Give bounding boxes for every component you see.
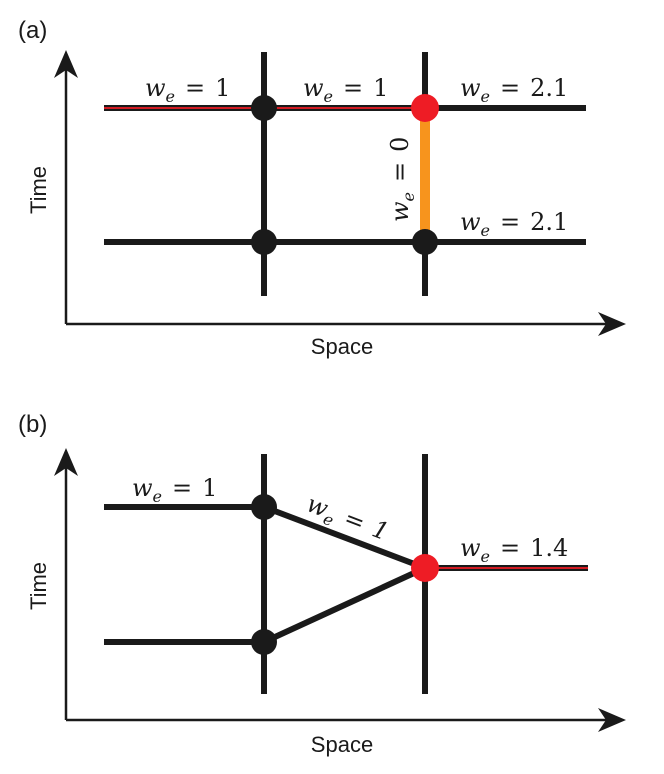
node-top-left-b xyxy=(251,494,277,520)
panel-label-b: (b) xyxy=(18,411,47,438)
y-axis-label-b: Time xyxy=(26,562,51,610)
node-bottom-right-a xyxy=(412,229,438,255)
edge-label-top-left-b: we = 1 xyxy=(132,474,217,506)
panel-a: (a) Time Space we = 1 we = 1 we = 2.1 xyxy=(18,17,626,359)
node-merge-highlight-b xyxy=(411,554,439,582)
edge-label-top-middle-a: we = 1 xyxy=(303,74,388,106)
x-axis-label-a: Space xyxy=(311,334,373,359)
x-axis-label-b: Space xyxy=(311,732,373,757)
node-bottom-left-b xyxy=(251,629,277,655)
node-top-right-highlight-a xyxy=(411,94,439,122)
x-axis-arrowhead-b xyxy=(598,708,626,732)
edge-label-zero-weight-a: we=0 xyxy=(386,137,418,222)
edge-label-top-left-a: we = 1 xyxy=(145,74,230,106)
y-axis-arrowhead-b xyxy=(54,448,78,476)
panel-label-a: (a) xyxy=(18,17,47,44)
y-axis-label-a: Time xyxy=(26,166,51,214)
panel-b: (b) Time Space we = 1 we =1 we = 1.4 xyxy=(18,411,626,757)
diagonal-edge-upper-b xyxy=(262,504,427,571)
edge-label-output-b: we = 1.4 xyxy=(460,534,568,566)
edge-label-bottom-right-a: we = 2.1 xyxy=(460,208,568,240)
node-bottom-left-a xyxy=(251,229,277,255)
diagonal-edge-lower-b xyxy=(262,565,427,645)
edge-label-top-right-a: we = 2.1 xyxy=(460,74,568,106)
x-axis-arrowhead-a xyxy=(598,312,626,336)
y-axis-arrowhead-a xyxy=(54,50,78,78)
node-top-left-a xyxy=(251,95,277,121)
